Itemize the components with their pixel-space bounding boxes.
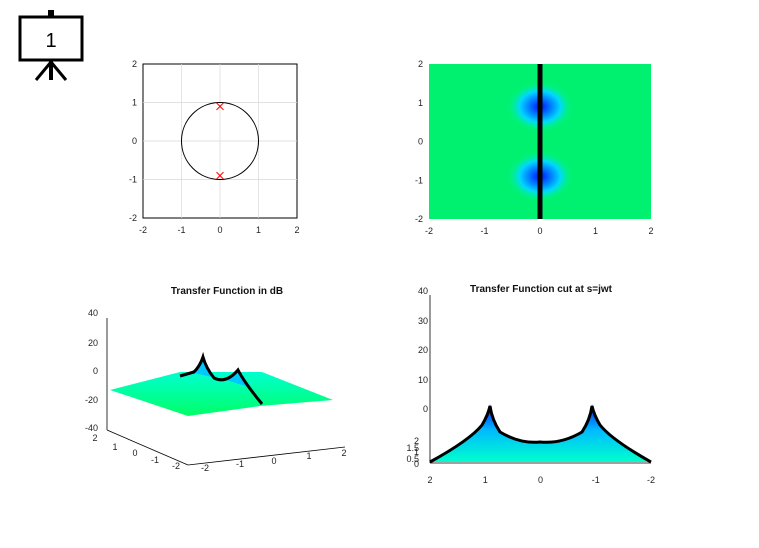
- z-tick-label: 20: [418, 345, 428, 355]
- z-tick-label: 40: [88, 308, 98, 318]
- lower-tick-label: 0.5: [406, 454, 419, 464]
- lower-tick-label: 1.5: [406, 443, 419, 453]
- y-tick-labels: 2 1 0 -1 -2: [92, 433, 180, 471]
- x-tick-label: -1: [592, 475, 600, 485]
- z-tick-label: 0: [93, 366, 98, 376]
- z-tick-labels: 40 30 20 10 0: [418, 286, 428, 414]
- x-axis: [187, 446, 346, 466]
- x-tick-label: 1: [306, 451, 311, 461]
- x-tick-label: 0: [538, 475, 543, 485]
- y-tick-label: 2: [132, 59, 137, 69]
- y-tick-labels: 2 1 0 -1 -2: [129, 59, 137, 223]
- z-tick-label: 0: [423, 404, 428, 414]
- x-tick-label: -2: [647, 475, 655, 485]
- x-tick-label: 0: [537, 226, 542, 236]
- magnitude-heatmap: -2 -1 0 1 2 2 1 0 -1 -2: [415, 59, 654, 236]
- z-tick-labels: 40 20 0 -20 -40: [85, 308, 98, 433]
- cut-curve: [429, 405, 652, 464]
- x-tick-labels: -2 -1 0 1 2: [425, 226, 654, 236]
- y-tick-label: -2: [172, 461, 180, 471]
- cut-curve: [179, 351, 264, 405]
- pole-marker: [216, 171, 224, 180]
- surface-mesh: [110, 372, 333, 416]
- x-tick-label: -2: [201, 463, 209, 473]
- x-tick-label: -1: [480, 226, 488, 236]
- z-tick-label: 40: [418, 286, 428, 296]
- y-tick-label: 2: [92, 433, 97, 443]
- x-tick-label: -2: [139, 225, 147, 235]
- y-axis: [106, 429, 189, 466]
- x-tick-labels: -2 -1 0 1 2: [139, 225, 300, 235]
- x-tick-label: 2: [648, 226, 653, 236]
- y-tick-label: -2: [415, 214, 423, 224]
- surface-cut-plot: Transfer Function cut at s=jwt 403020100…: [406, 284, 655, 485]
- z-tick-label: -20: [85, 395, 98, 405]
- x-tick-label: 2: [294, 225, 299, 235]
- y-tick-label: 2: [418, 59, 423, 69]
- y-tick-label: 1: [418, 98, 423, 108]
- z-tick-label: -40: [85, 423, 98, 433]
- chart-title: Transfer Function cut at s=jwt: [470, 284, 613, 295]
- lower-tick-label: 0: [414, 459, 419, 469]
- y-tick-labels: 2 1 0 -1 -2: [415, 59, 423, 224]
- x-tick-label: 1: [256, 225, 261, 235]
- x-tick-label: 0: [217, 225, 222, 235]
- pole-zero-plot: -2 -1 0 1 2 2 1 0 -1 -2: [129, 59, 300, 235]
- x-tick-label: -2: [425, 226, 433, 236]
- y-tick-label: -1: [415, 175, 423, 185]
- pole-marker: [216, 102, 224, 111]
- z-tick-label: 30: [418, 316, 428, 326]
- lower-tick-label: 1: [414, 447, 419, 457]
- x-tick-label: 2: [427, 475, 432, 485]
- y-tick-label: 1: [112, 442, 117, 452]
- x-tick-labels: 2 1 0 -1 -2: [427, 475, 655, 485]
- x-tick-labels: -2 -1 0 1 2: [201, 448, 347, 473]
- y-tick-label: 0: [132, 136, 137, 146]
- y-tick-label: 0: [418, 137, 423, 147]
- poles: [216, 102, 224, 180]
- x-tick-label: -1: [236, 459, 244, 469]
- x-tick-label: 2: [341, 448, 346, 458]
- lower-tick-labels: 21.510.50: [406, 436, 419, 469]
- y-tick-label: -1: [151, 455, 159, 465]
- y-tick-label: 1: [132, 98, 137, 108]
- y-tick-label: -2: [129, 213, 137, 223]
- y-tick-label: -1: [129, 175, 137, 185]
- z-tick-label: 20: [88, 338, 98, 348]
- x-tick-label: 1: [483, 475, 488, 485]
- z-tick-label: 10: [418, 375, 428, 385]
- lower-tick-label: 2: [414, 436, 419, 446]
- chart-title: Transfer Function in dB: [171, 286, 283, 297]
- cut-surface: [430, 404, 651, 462]
- presentation-board-icon: 1: [18, 10, 84, 81]
- y-tick-label: 0: [132, 448, 137, 458]
- x-tick-label: 1: [593, 226, 598, 236]
- unit-circle: [181, 102, 259, 180]
- x-tick-label: 0: [271, 456, 276, 466]
- x-tick-label: -1: [177, 225, 185, 235]
- badge-label: 1: [45, 30, 56, 52]
